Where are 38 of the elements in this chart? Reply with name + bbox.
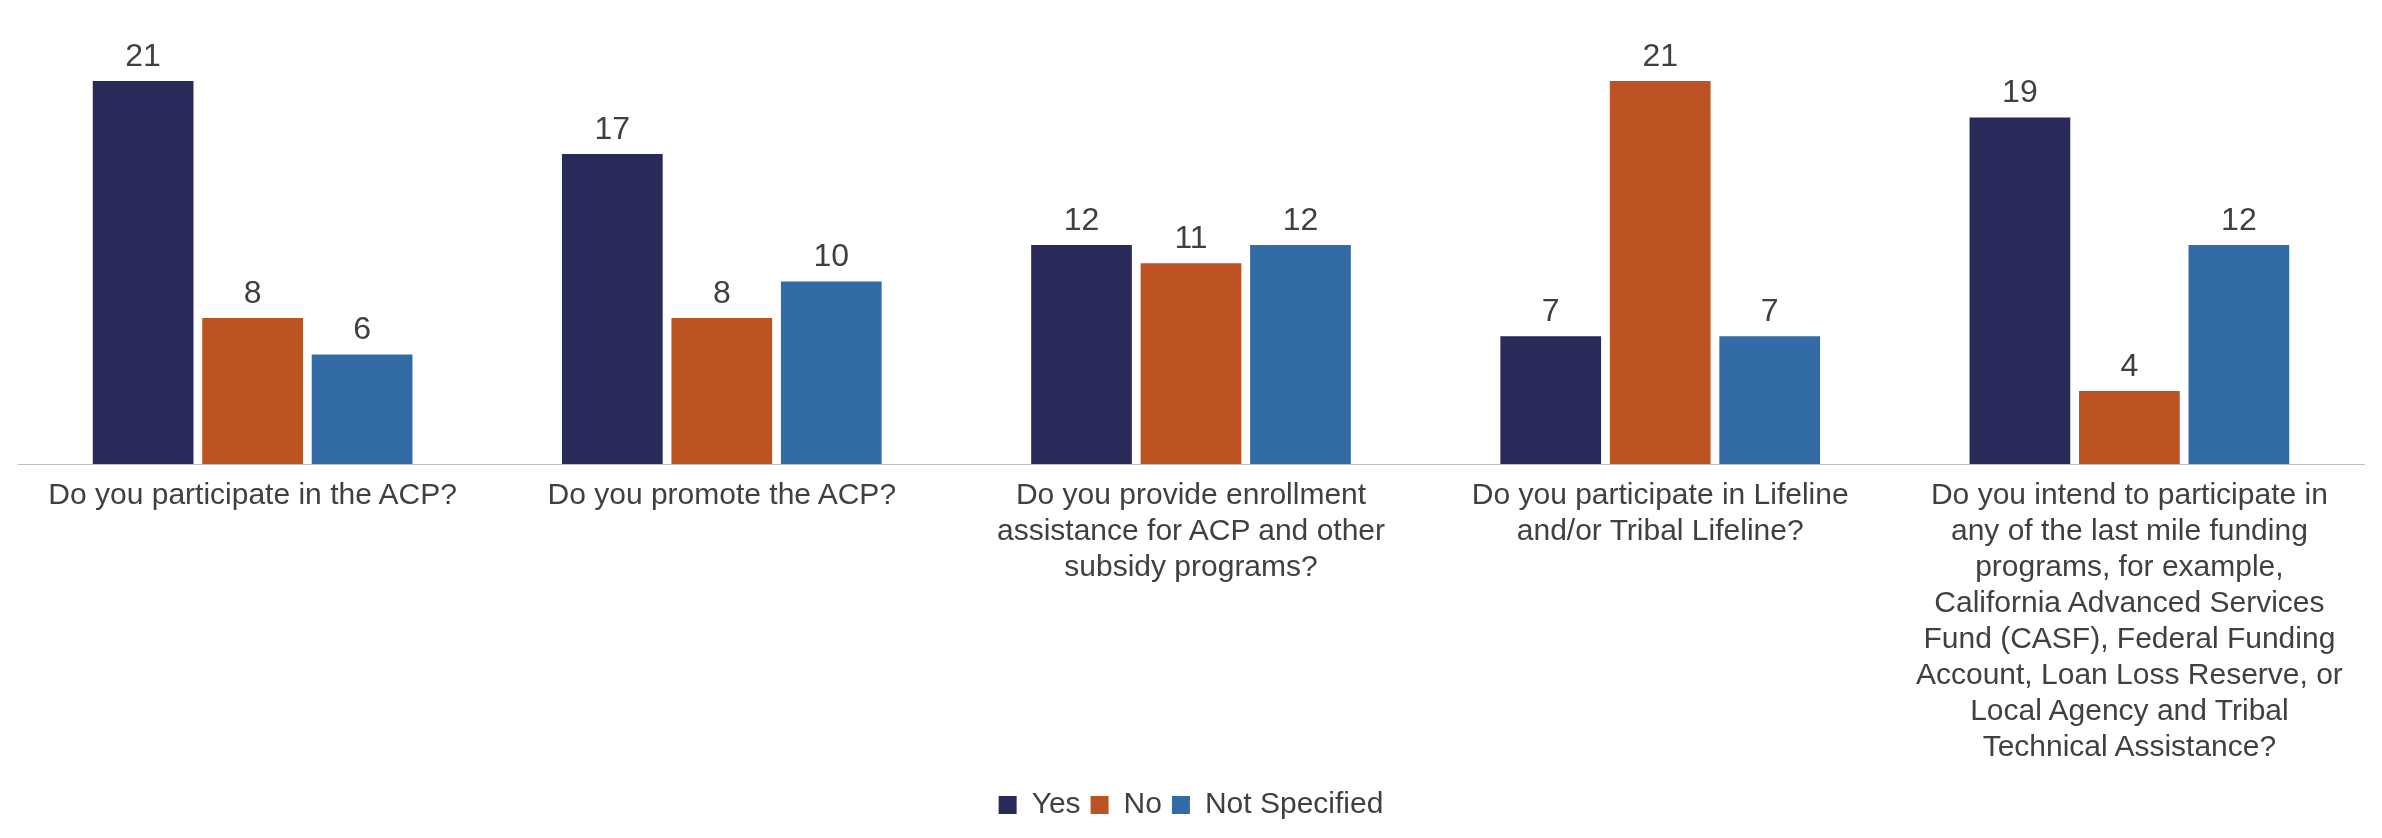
bar xyxy=(671,318,773,464)
bar xyxy=(92,80,194,464)
legend-label: Not Specified xyxy=(1204,786,1384,820)
x-tick-label: Do you intend to participate in any of the last mile funding programs, for example, California Advanced Services Fund (CASF), Federal Funding Account, Loan Loss Reserve, or Local Agency and Tribal Technical Assistance? xyxy=(1915,477,2343,763)
data-label: 10 xyxy=(813,237,850,274)
data-label: 7 xyxy=(1541,292,1560,329)
data-label: 7 xyxy=(1760,292,1779,329)
bar xyxy=(2188,245,2290,464)
data-label: 21 xyxy=(125,36,161,73)
data-label: 21 xyxy=(1642,36,1678,73)
legend-label: Yes xyxy=(1031,786,1081,820)
bar xyxy=(1031,245,1132,464)
data-label: 8 xyxy=(712,273,731,310)
data-label: 12 xyxy=(1063,200,1100,237)
data-label: 4 xyxy=(2120,346,2139,383)
x-tick-label: Do you promote the ACP? xyxy=(547,477,897,511)
data-label: 11 xyxy=(1174,219,1208,256)
legend-label: No xyxy=(1123,786,1162,820)
bar xyxy=(780,281,882,464)
data-label: 19 xyxy=(2002,73,2038,110)
bar xyxy=(202,318,303,464)
bar xyxy=(1140,263,1242,464)
x-tick-label: Do you participate in Lifeline and/or Tribal Lifeline? xyxy=(1471,477,1849,547)
bar xyxy=(1250,245,1351,464)
bar xyxy=(561,153,663,464)
bar xyxy=(1719,336,1821,464)
bar xyxy=(1500,336,1602,464)
bar xyxy=(1609,80,1711,464)
data-label: 17 xyxy=(594,109,631,146)
data-label: 6 xyxy=(353,310,371,347)
bar xyxy=(311,354,413,464)
x-tick-label: Do you participate in the ACP? xyxy=(48,477,457,511)
data-label: 8 xyxy=(243,273,262,310)
bar xyxy=(2079,391,2180,464)
data-label: 12 xyxy=(2221,200,2257,237)
data-label: 12 xyxy=(1282,200,1319,237)
bar xyxy=(1969,117,2071,464)
x-tick-label: Do you provide enrollment assistance for ACP and other subsidy programs? xyxy=(996,477,1386,583)
